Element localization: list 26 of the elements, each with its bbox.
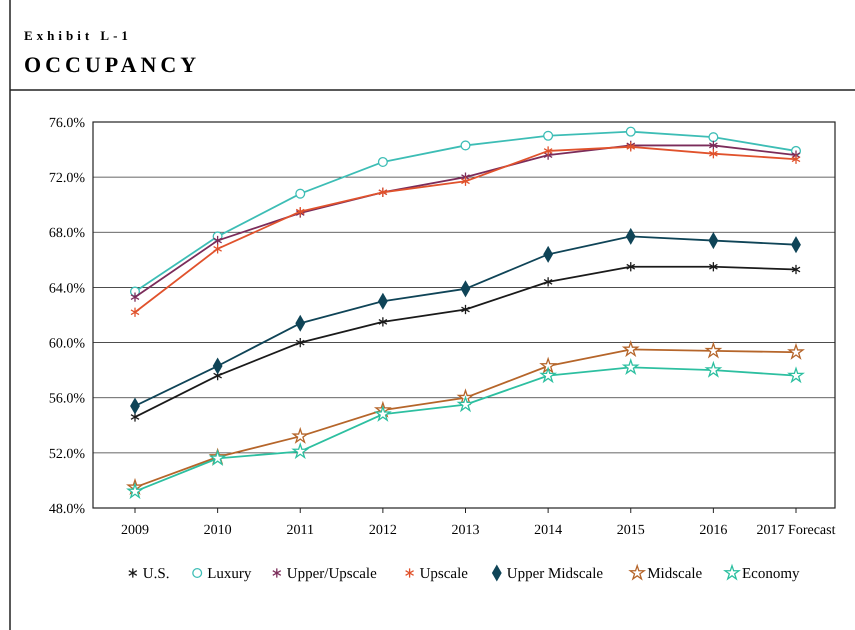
legend-label: Luxury [207,566,252,582]
x-tick-label: 2009 [121,523,149,538]
y-tick-label: 76.0% [48,116,86,131]
legend-label: U.S. [142,566,170,582]
legend-label: Upper Midscale [506,566,604,582]
x-tick-label: 2017 Forecast [756,523,836,538]
x-tick-label: 2013 [452,523,480,538]
x-tick-label: 2012 [368,523,397,538]
x-tick-label: 2014 [534,523,562,538]
y-tick-label: 52.0% [48,446,86,462]
legend-label: Upper/Upscale [286,566,378,582]
legend-label: Economy [742,566,800,582]
x-tick-label: 2016 [699,523,728,538]
y-tick-label: 72.0% [48,171,86,186]
y-tick-label: 56.0% [48,392,86,407]
y-tick-label: 60.0% [48,336,86,352]
x-tick-label: 2011 [286,523,314,538]
y-tick-label: 68.0% [48,226,86,242]
chart-title: OCCUPANCY [24,52,200,77]
x-tick-label: 2015 [616,523,645,538]
y-tick-label: 48.0% [48,502,86,517]
chart-subtitle: Exhibit L-1 [24,28,132,43]
x-tick-label: 2010 [204,523,232,538]
y-tick-label: 64.0% [48,281,86,296]
legend-label: Upscale [420,566,468,582]
legend-label: Midscale [647,566,703,582]
